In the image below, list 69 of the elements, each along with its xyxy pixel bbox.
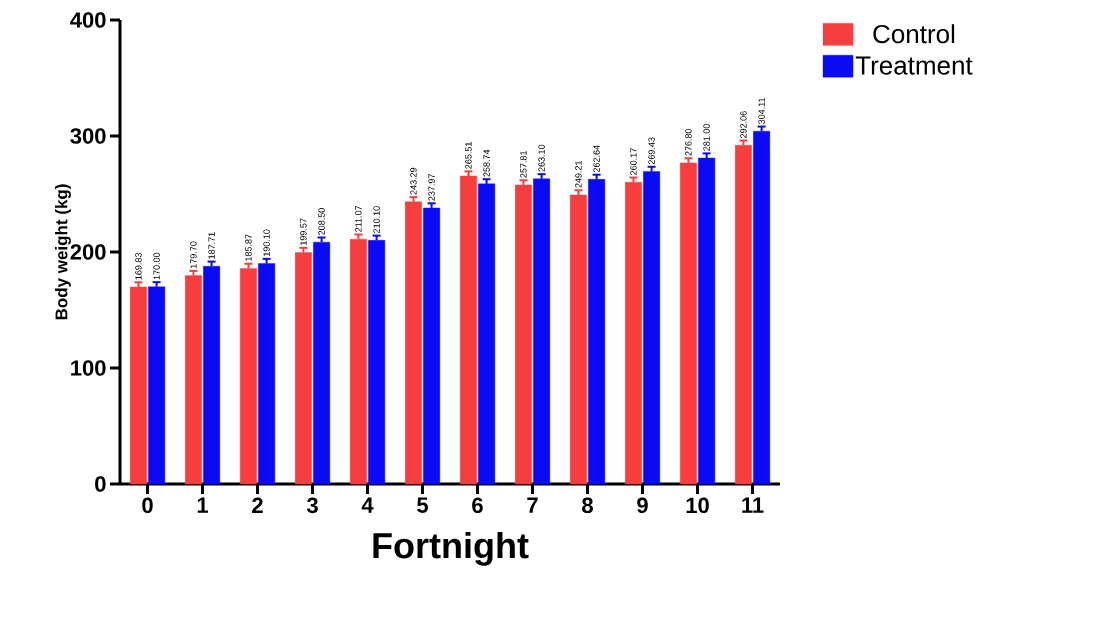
x-tick-label: 2 [252,497,263,513]
x-tick-label: 3 [306,497,318,514]
data-label: 199.57 [300,218,307,245]
bar [404,201,422,485]
data-label: 263.10 [538,144,545,172]
x-tick-label: 11 [742,497,764,513]
data-label: 211.07 [355,205,362,232]
data-label: 208.50 [318,208,325,235]
data-label: 187.71 [208,232,215,259]
data-label: 292.06 [740,111,747,138]
x-tick-label: 7 [527,497,538,513]
bar [129,286,147,485]
data-label: 260.17 [630,148,637,175]
x-tick-label: 6 [472,497,483,514]
bar [734,145,752,485]
bar [643,171,661,485]
legend-label: Control [873,24,955,44]
bar [313,241,331,485]
data-label: 243.29 [410,167,417,195]
x-axis-title: Fortnight [373,532,529,566]
data-label: 185.87 [245,234,252,261]
y-tick-label: 400 [70,12,106,28]
data-label: 170.00 [153,252,160,280]
data-label: 304.11 [758,97,765,125]
bar [349,238,367,485]
data-label: 249.21 [575,160,582,188]
bar [239,268,257,485]
bar [148,286,166,485]
bar [698,157,716,485]
bar [514,184,532,485]
data-label: 169.83 [135,253,142,280]
x-tick-label: 0 [142,497,153,514]
bar [679,162,697,485]
data-label: 269.43 [648,137,655,165]
bar [423,207,441,485]
bar [478,183,496,485]
data-label: 210.10 [373,206,380,233]
y-tick-label: 100 [71,360,106,376]
x-tick-label: 5 [417,497,429,513]
y-axis-title: Body weight (kg) [54,184,71,320]
x-tick-label: 9 [637,497,648,514]
bar [753,131,771,485]
bar [184,275,202,485]
data-label: 258.74 [483,149,490,177]
x-tick-label: 4 [361,497,374,513]
data-label: 179.70 [190,241,197,269]
data-label: 190.10 [263,229,270,256]
bar [258,263,276,485]
bar [533,178,551,485]
bar [569,194,587,485]
data-label: 276.80 [685,128,692,156]
bar [368,240,386,485]
bar [294,252,312,485]
bar [588,179,606,485]
y-tick-label: 200 [70,244,106,260]
x-tick-label: 8 [582,497,593,514]
legend-label: Treatment [855,56,973,75]
bar [203,266,221,485]
bar [624,182,642,485]
x-tick-label: 1 [197,497,209,513]
data-label: 257.81 [520,151,527,178]
data-label: 237.97 [428,174,435,201]
bar [459,175,477,485]
data-label: 262.64 [593,145,600,173]
y-tick-label: 0 [95,476,106,492]
data-label: 281.00 [703,124,710,151]
x-tick-label: 10 [686,497,709,514]
y-tick-label: 300 [70,128,106,144]
data-label: 265.51 [465,142,472,169]
